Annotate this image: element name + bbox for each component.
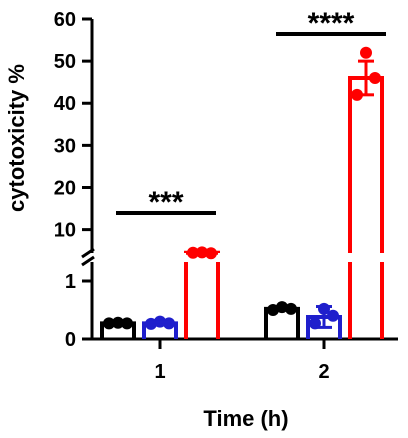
y-tick-label-10: 10	[54, 220, 76, 242]
y-tick-label-30: 30	[54, 135, 76, 157]
axis-break-mark-lower	[81, 255, 95, 267]
point-g2-s3-2	[360, 46, 372, 59]
point-g2-s3-1	[351, 88, 363, 101]
y-tick-label-20: 20	[54, 177, 76, 199]
point-g2-s2-3	[327, 309, 339, 322]
y-tick-label-40: 40	[54, 93, 76, 115]
significance-annotations: *******	[116, 7, 386, 219]
point-g1-s1-3	[121, 317, 133, 330]
x-tick-label-1: 1	[154, 361, 165, 383]
y-tick-label-50: 50	[54, 51, 76, 73]
point-g1-s3-3	[205, 247, 217, 260]
x-tick-label-2: 2	[318, 361, 329, 383]
point-g2-s1-2	[276, 301, 288, 314]
axis-break-mark-upper	[81, 247, 95, 259]
error-bars	[152, 59, 374, 329]
point-g1-s1-1	[103, 317, 115, 330]
x-axis-title: Time (h)	[203, 406, 288, 431]
point-g1-s3-1	[187, 246, 199, 259]
y-tick-label-0: 0	[65, 329, 76, 351]
data-points	[103, 46, 381, 330]
point-g1-s2-3	[163, 317, 175, 330]
point-g2-s1-3	[285, 302, 297, 315]
axes: 0 1 10 20 30 40 50 60 1 2	[54, 9, 398, 383]
y-tick-label-1: 1	[65, 271, 76, 293]
significance-label-2: ****	[308, 7, 355, 40]
bar-g1-s3	[184, 250, 220, 339]
bar-g2-s3	[348, 75, 384, 339]
point-g1-s1-2	[112, 316, 124, 329]
point-g2-s1-1	[267, 304, 279, 316]
y-axis-title: cytotoxicity %	[4, 64, 29, 212]
y-tick-label-60: 60	[54, 9, 76, 31]
bars	[100, 75, 384, 339]
point-g2-s3-3	[369, 71, 381, 84]
significance-label-1: ***	[148, 186, 183, 219]
